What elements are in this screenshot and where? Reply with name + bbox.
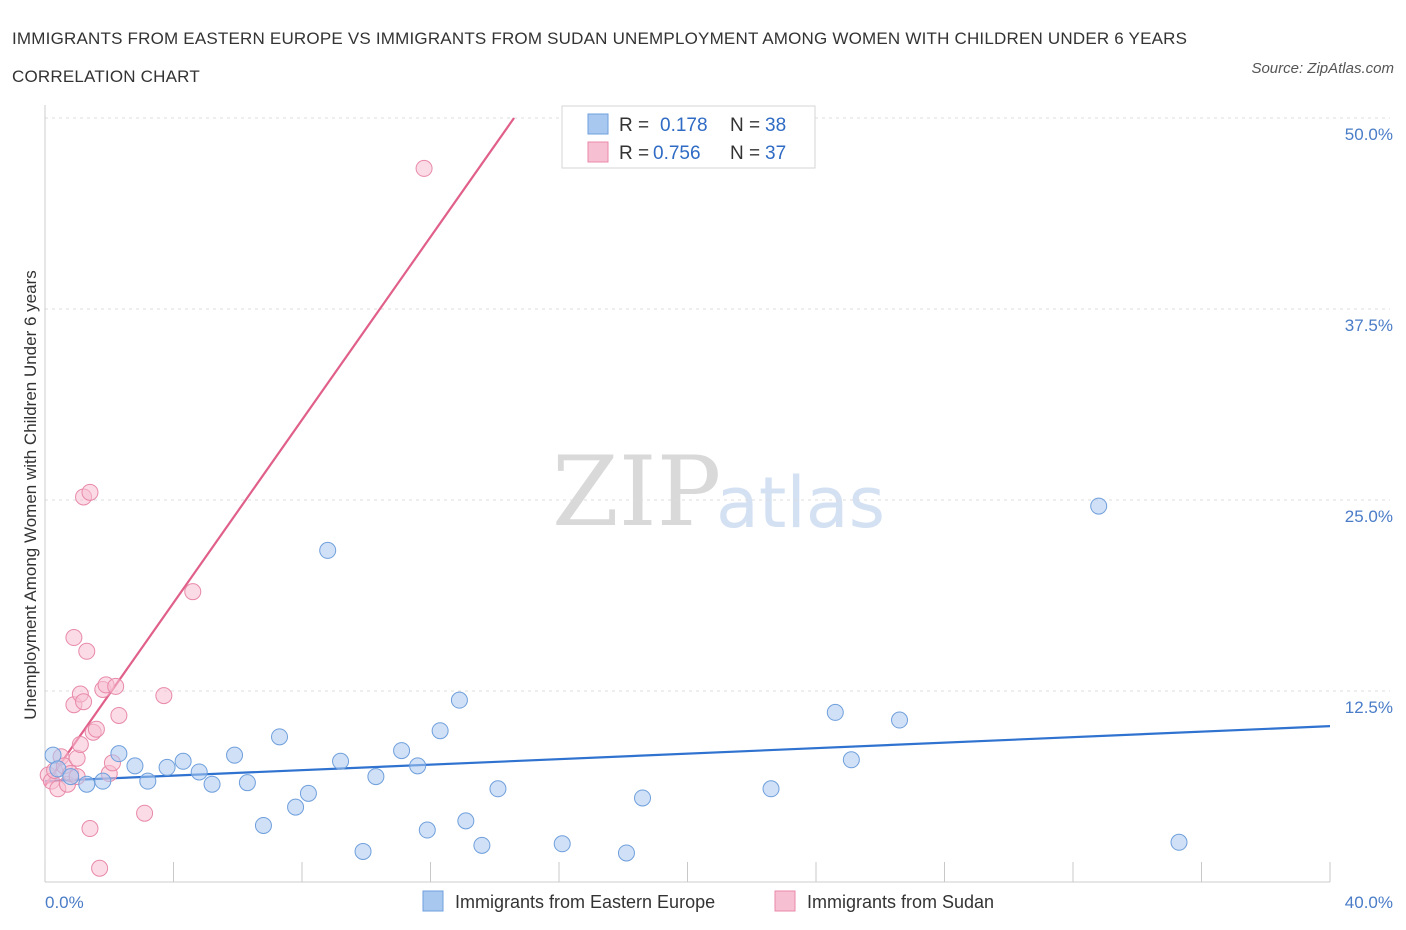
data-point-eastern-europe xyxy=(457,812,475,830)
data-point-eastern-europe xyxy=(299,784,317,802)
data-point-eastern-europe xyxy=(139,772,157,790)
data-point-eastern-europe xyxy=(409,757,427,775)
data-point-sudan xyxy=(415,159,433,177)
data-point-eastern-europe xyxy=(174,752,192,770)
legend-swatch-sudan xyxy=(587,141,609,163)
data-point-eastern-europe xyxy=(826,703,844,721)
trendline-sudan xyxy=(44,117,515,787)
bottom-legend: Immigrants from Eastern Europe Immigrant… xyxy=(422,890,994,912)
data-point-sudan xyxy=(75,693,93,711)
y-tick-label: 50.0% xyxy=(1345,125,1393,144)
data-point-sudan xyxy=(78,642,96,660)
data-point-eastern-europe xyxy=(473,836,491,854)
data-point-sudan xyxy=(110,706,128,724)
data-point-sudan xyxy=(81,820,99,838)
data-point-sudan xyxy=(65,629,83,647)
data-point-sudan xyxy=(91,859,109,877)
data-point-eastern-europe xyxy=(489,780,507,798)
legend-r-value-sudan: 0.756 xyxy=(653,143,701,164)
watermark-zip: ZIP xyxy=(552,436,721,548)
y-tick-label: 12.5% xyxy=(1345,698,1393,717)
data-point-sudan xyxy=(155,687,173,705)
watermark-atlas: atlas xyxy=(716,462,885,544)
data-point-eastern-europe xyxy=(226,746,244,764)
data-point-eastern-europe xyxy=(891,711,909,729)
data-point-eastern-europe xyxy=(450,691,468,709)
data-point-eastern-europe xyxy=(431,722,449,740)
bottom-legend-swatch-sudan xyxy=(774,890,796,912)
data-point-eastern-europe xyxy=(354,842,372,860)
data-point-eastern-europe xyxy=(271,728,289,746)
data-point-sudan xyxy=(107,677,125,695)
data-point-sudan xyxy=(136,804,154,822)
data-point-eastern-europe xyxy=(319,541,337,559)
data-point-eastern-europe xyxy=(287,798,305,816)
data-point-eastern-europe xyxy=(62,768,80,786)
data-point-eastern-europe xyxy=(617,844,635,862)
y-tick-label: 37.5% xyxy=(1345,316,1393,335)
data-point-eastern-europe xyxy=(1170,833,1188,851)
data-point-eastern-europe xyxy=(634,789,652,807)
data-point-eastern-europe xyxy=(78,775,96,793)
legend-n-label-eastern-europe: N = xyxy=(730,115,760,136)
data-point-eastern-europe xyxy=(158,758,176,776)
data-point-sudan xyxy=(87,720,105,738)
legend-swatch-eastern-europe xyxy=(587,113,609,135)
trendline-eastern-europe xyxy=(44,725,1331,783)
legend-n-label-sudan: N = xyxy=(730,143,760,164)
data-point-sudan xyxy=(184,583,202,601)
data-point-eastern-europe xyxy=(842,751,860,769)
y-tick-label: 25.0% xyxy=(1345,507,1393,526)
data-point-sudan xyxy=(81,483,99,501)
y-axis-label: Unemployment Among Women with Children U… xyxy=(21,270,40,719)
data-point-eastern-europe xyxy=(1090,497,1108,515)
top-legend: R = 0.178 N = 38 R = 0.756 N = 37 xyxy=(561,105,816,169)
data-point-eastern-europe xyxy=(367,768,385,786)
data-point-eastern-europe xyxy=(190,763,208,781)
data-point-eastern-europe xyxy=(418,821,436,839)
x-tick-label-min: 0.0% xyxy=(45,893,84,912)
data-point-eastern-europe xyxy=(94,772,112,790)
bottom-legend-label-eastern-europe: Immigrants from Eastern Europe xyxy=(455,892,715,912)
data-point-eastern-europe xyxy=(332,752,350,770)
bottom-legend-swatch-eastern-europe xyxy=(422,890,444,912)
data-point-eastern-europe xyxy=(238,774,256,792)
data-point-eastern-europe xyxy=(393,742,411,760)
bottom-legend-label-sudan: Immigrants from Sudan xyxy=(807,892,994,912)
data-point-eastern-europe xyxy=(49,760,67,778)
data-point-eastern-europe xyxy=(254,816,272,834)
data-point-eastern-europe xyxy=(203,775,221,793)
data-point-eastern-europe xyxy=(553,835,571,853)
legend-n-value-sudan: 37 xyxy=(765,143,786,164)
legend-r-label-eastern-europe: R = xyxy=(619,115,649,136)
data-point-eastern-europe xyxy=(762,780,780,798)
data-point-eastern-europe xyxy=(110,745,128,763)
legend-n-value-eastern-europe: 38 xyxy=(765,115,786,136)
x-tick-label-max: 40.0% xyxy=(1345,893,1393,912)
legend-r-value-eastern-europe: 0.178 xyxy=(660,115,708,136)
legend-r-label-sudan: R = xyxy=(619,143,649,164)
data-point-sudan xyxy=(71,735,89,753)
chart-title: IMMIGRANTS FROM EASTERN EUROPE VS IMMIGR… xyxy=(12,29,1188,86)
data-point-eastern-europe xyxy=(126,757,144,775)
chart-source: Source: ZipAtlas.com xyxy=(1251,60,1394,77)
